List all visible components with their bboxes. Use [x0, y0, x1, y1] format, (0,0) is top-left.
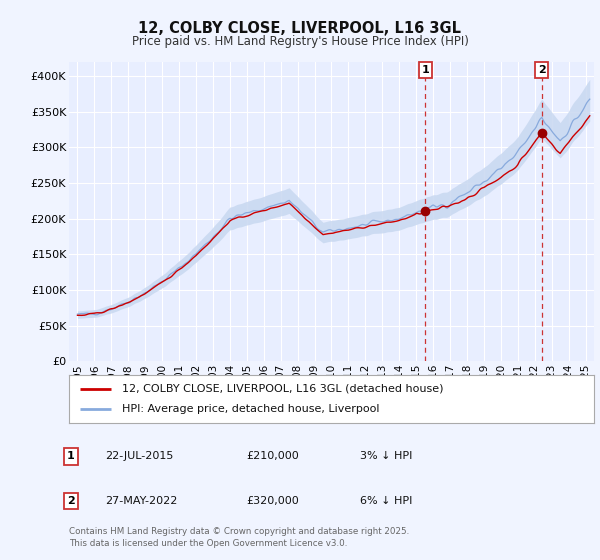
- Text: 6% ↓ HPI: 6% ↓ HPI: [360, 496, 412, 506]
- Text: 12, COLBY CLOSE, LIVERPOOL, L16 3GL: 12, COLBY CLOSE, LIVERPOOL, L16 3GL: [139, 21, 461, 36]
- Text: 1: 1: [422, 65, 430, 75]
- Text: 27-MAY-2022: 27-MAY-2022: [105, 496, 178, 506]
- Text: £210,000: £210,000: [246, 451, 299, 461]
- Text: 2: 2: [67, 496, 74, 506]
- Text: 1: 1: [67, 451, 74, 461]
- Text: Price paid vs. HM Land Registry's House Price Index (HPI): Price paid vs. HM Land Registry's House …: [131, 35, 469, 48]
- Text: 3% ↓ HPI: 3% ↓ HPI: [360, 451, 412, 461]
- Text: 12, COLBY CLOSE, LIVERPOOL, L16 3GL (detached house): 12, COLBY CLOSE, LIVERPOOL, L16 3GL (det…: [121, 384, 443, 394]
- Text: 2: 2: [538, 65, 546, 75]
- Text: HPI: Average price, detached house, Liverpool: HPI: Average price, detached house, Live…: [121, 404, 379, 414]
- Text: £320,000: £320,000: [246, 496, 299, 506]
- Text: Contains HM Land Registry data © Crown copyright and database right 2025.
This d: Contains HM Land Registry data © Crown c…: [69, 527, 409, 548]
- Text: 22-JUL-2015: 22-JUL-2015: [105, 451, 173, 461]
